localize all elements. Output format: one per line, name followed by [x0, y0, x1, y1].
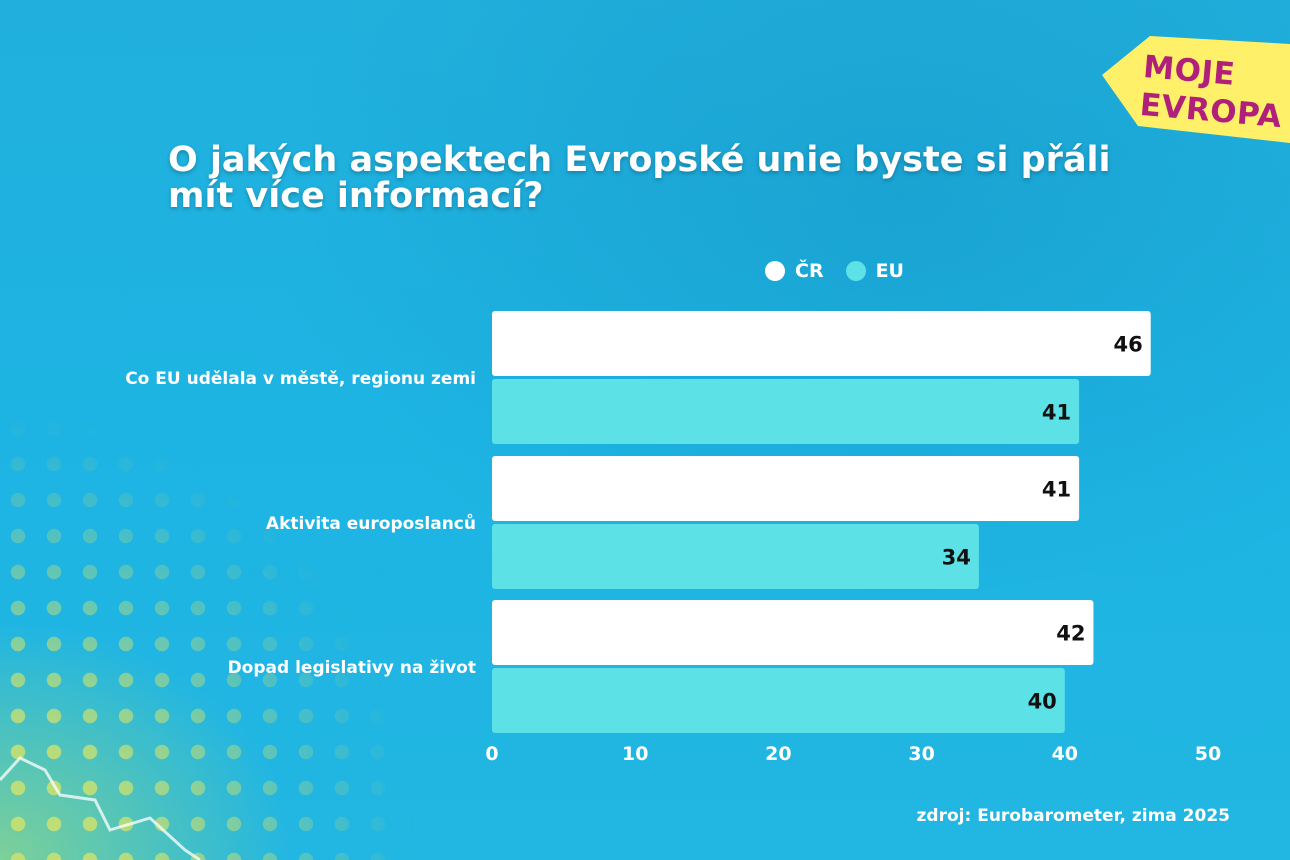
x-tick-label: 0: [485, 743, 498, 765]
data-label: 42: [1056, 622, 1085, 646]
x-tick-label: 20: [765, 743, 791, 765]
bar-eu: [492, 379, 1080, 444]
x-tick-label: 10: [622, 743, 648, 765]
legend-label-cr: ČR: [795, 260, 824, 282]
bar-eu: [492, 668, 1065, 733]
x-tick-label: 50: [1195, 743, 1221, 765]
data-label: 34: [942, 546, 971, 570]
bar-eu: [492, 524, 979, 589]
chart-legend: ČR EU: [765, 260, 904, 282]
x-tick-label: 30: [908, 743, 934, 765]
country-outline-decoration: [0, 756, 201, 860]
legend-swatch-cr: [765, 261, 785, 281]
bar-cr: [492, 456, 1080, 521]
category-label: Co EU udělala v městě, regionu zemi: [125, 369, 476, 389]
legend-label-eu: EU: [875, 260, 904, 282]
chart-title: O jakých aspektech Evropské unie byste s…: [168, 140, 1111, 216]
moje-evropa-badge: [1102, 36, 1290, 143]
data-label: 41: [1042, 401, 1071, 425]
source-note: zdroj: Eurobarometer, zima 2025: [916, 806, 1230, 826]
x-tick-label: 40: [1052, 743, 1078, 765]
data-label: 46: [1113, 333, 1142, 357]
category-label: Aktivita europoslanců: [266, 512, 476, 534]
data-label: 41: [1042, 478, 1071, 502]
legend-item-eu: EU: [845, 260, 904, 282]
data-label: 40: [1028, 690, 1057, 714]
legend-item-cr: ČR: [765, 260, 824, 282]
bar-cr: [492, 311, 1151, 376]
bar-cr: [492, 600, 1094, 665]
legend-swatch-eu: [845, 261, 866, 281]
category-label: Dopad legislativy na život: [228, 658, 476, 678]
halftone-dots-decoration: [0, 230, 560, 860]
